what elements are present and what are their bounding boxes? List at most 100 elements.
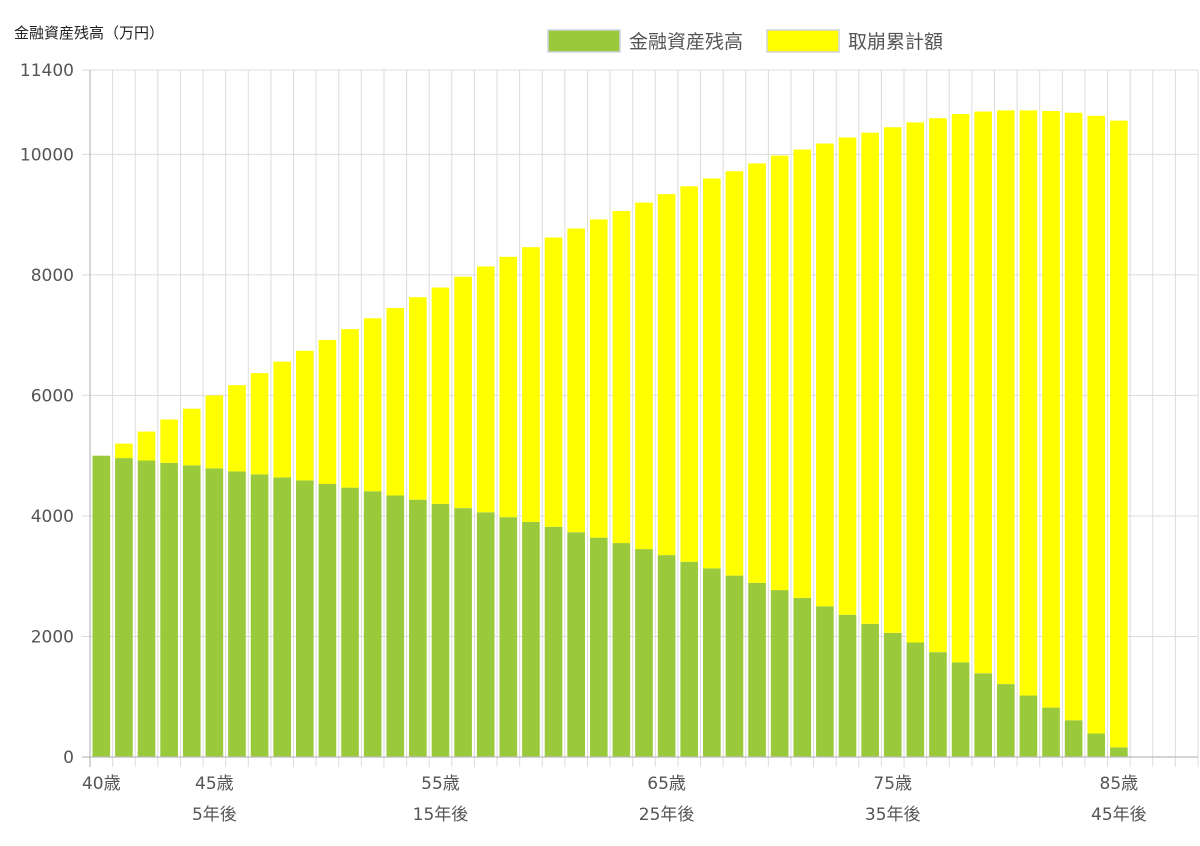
bar-withdrawal[interactable] xyxy=(1019,110,1038,696)
bar-balance[interactable] xyxy=(748,582,766,757)
bar-balance[interactable] xyxy=(770,590,789,757)
x-tick-age-label: 40歳 xyxy=(82,774,121,794)
bar-balance[interactable] xyxy=(1087,733,1106,757)
bar-withdrawal[interactable] xyxy=(612,211,631,544)
bar-balance[interactable] xyxy=(929,652,947,757)
bar-balance[interactable] xyxy=(635,549,653,757)
bar-withdrawal[interactable] xyxy=(431,287,450,504)
bar-withdrawal[interactable] xyxy=(544,237,563,527)
bar-withdrawal[interactable] xyxy=(160,419,178,463)
bar-balance[interactable] xyxy=(295,480,314,757)
bar-withdrawal[interactable] xyxy=(476,266,495,513)
x-tick-year-label: 35年後 xyxy=(865,805,921,825)
bar-withdrawal[interactable] xyxy=(228,385,246,472)
bar-balance[interactable] xyxy=(363,491,382,757)
bar-withdrawal[interactable] xyxy=(793,149,812,598)
bar-balance[interactable] xyxy=(1110,747,1128,757)
bar-balance[interactable] xyxy=(250,474,269,757)
bar-balance[interactable] xyxy=(567,532,585,757)
bar-withdrawal[interactable] xyxy=(657,194,676,556)
bar-balance[interactable] xyxy=(115,458,133,757)
bar-balance[interactable] xyxy=(657,555,676,757)
bar-balance[interactable] xyxy=(431,503,450,757)
bar-balance[interactable] xyxy=(137,460,156,757)
bar-withdrawal[interactable] xyxy=(748,163,766,583)
bar-withdrawal[interactable] xyxy=(589,219,608,538)
bar-balance[interactable] xyxy=(996,684,1015,757)
bar-balance[interactable] xyxy=(499,517,518,757)
bar-withdrawal[interactable] xyxy=(951,113,970,663)
bar-withdrawal[interactable] xyxy=(1064,112,1083,721)
bar-balance[interactable] xyxy=(838,614,857,757)
bar-balance[interactable] xyxy=(522,521,540,757)
bar-withdrawal[interactable] xyxy=(137,431,156,461)
legend-item-balance[interactable]: 金融資産残高 xyxy=(547,29,743,53)
bar-balance[interactable] xyxy=(612,543,631,757)
bar-withdrawal[interactable] xyxy=(250,373,269,475)
y-axis-title: 金融資産残高（万円） xyxy=(14,24,164,42)
x-tick-year-label: 25年後 xyxy=(639,805,695,825)
bar-balance[interactable] xyxy=(883,632,902,757)
bar-withdrawal[interactable] xyxy=(861,132,879,624)
bar-withdrawal[interactable] xyxy=(1087,115,1106,734)
bar-withdrawal[interactable] xyxy=(454,276,472,509)
bar-withdrawal[interactable] xyxy=(386,308,405,496)
bar-balance[interactable] xyxy=(589,537,608,757)
bar-balance[interactable] xyxy=(1064,720,1083,757)
bar-balance[interactable] xyxy=(92,455,111,757)
bar-withdrawal[interactable] xyxy=(205,395,224,469)
bar-withdrawal[interactable] xyxy=(725,171,744,576)
bar-withdrawal[interactable] xyxy=(522,247,540,522)
y-tick-label: 2000 xyxy=(31,627,74,647)
bar-withdrawal[interactable] xyxy=(680,186,699,562)
bar-withdrawal[interactable] xyxy=(318,339,337,485)
bar-balance[interactable] xyxy=(906,642,925,758)
bar-balance[interactable] xyxy=(386,495,405,757)
bar-balance[interactable] xyxy=(725,575,744,757)
bar-withdrawal[interactable] xyxy=(838,137,857,615)
bar-balance[interactable] xyxy=(793,597,812,757)
bar-balance[interactable] xyxy=(341,487,359,757)
bar-withdrawal[interactable] xyxy=(816,143,834,607)
bar-balance[interactable] xyxy=(680,561,699,757)
bar-balance[interactable] xyxy=(1042,707,1060,757)
bar-balance[interactable] xyxy=(816,606,834,757)
bar-balance[interactable] xyxy=(273,477,292,757)
bar-balance[interactable] xyxy=(974,673,993,757)
bar-withdrawal[interactable] xyxy=(883,127,902,633)
bar-balance[interactable] xyxy=(160,462,178,757)
bar-withdrawal[interactable] xyxy=(1042,110,1060,708)
bar-withdrawal[interactable] xyxy=(409,297,427,500)
bar-balance[interactable] xyxy=(861,623,879,757)
bar-balance[interactable] xyxy=(205,468,224,757)
bar-withdrawal[interactable] xyxy=(499,256,518,518)
bar-withdrawal[interactable] xyxy=(703,178,721,569)
bar-withdrawal[interactable] xyxy=(906,122,925,643)
y-tick-label: 11400 xyxy=(20,61,74,81)
bar-withdrawal[interactable] xyxy=(273,361,292,478)
bar-withdrawal[interactable] xyxy=(567,228,585,533)
bar-withdrawal[interactable] xyxy=(295,350,314,481)
bar-withdrawal[interactable] xyxy=(1110,120,1128,748)
bar-balance[interactable] xyxy=(318,484,337,757)
y-tick-label: 4000 xyxy=(31,507,74,527)
bar-withdrawal[interactable] xyxy=(996,110,1015,685)
bar-balance[interactable] xyxy=(409,499,427,757)
bar-withdrawal[interactable] xyxy=(929,118,947,653)
bar-withdrawal[interactable] xyxy=(770,155,789,591)
bar-withdrawal[interactable] xyxy=(341,329,359,488)
bar-balance[interactable] xyxy=(182,465,201,757)
bar-balance[interactable] xyxy=(228,471,246,757)
bar-withdrawal[interactable] xyxy=(363,318,382,492)
bar-withdrawal[interactable] xyxy=(182,408,201,466)
bar-balance[interactable] xyxy=(476,512,495,757)
legend-item-withdrawal[interactable]: 取崩累計額 xyxy=(766,29,943,53)
bar-withdrawal[interactable] xyxy=(974,111,993,674)
bar-balance[interactable] xyxy=(1019,695,1038,757)
bar-withdrawal[interactable] xyxy=(635,202,653,550)
bar-balance[interactable] xyxy=(703,568,721,757)
bar-withdrawal[interactable] xyxy=(115,443,133,459)
bar-balance[interactable] xyxy=(544,526,563,757)
bar-balance[interactable] xyxy=(951,662,970,757)
bar-balance[interactable] xyxy=(454,508,472,757)
